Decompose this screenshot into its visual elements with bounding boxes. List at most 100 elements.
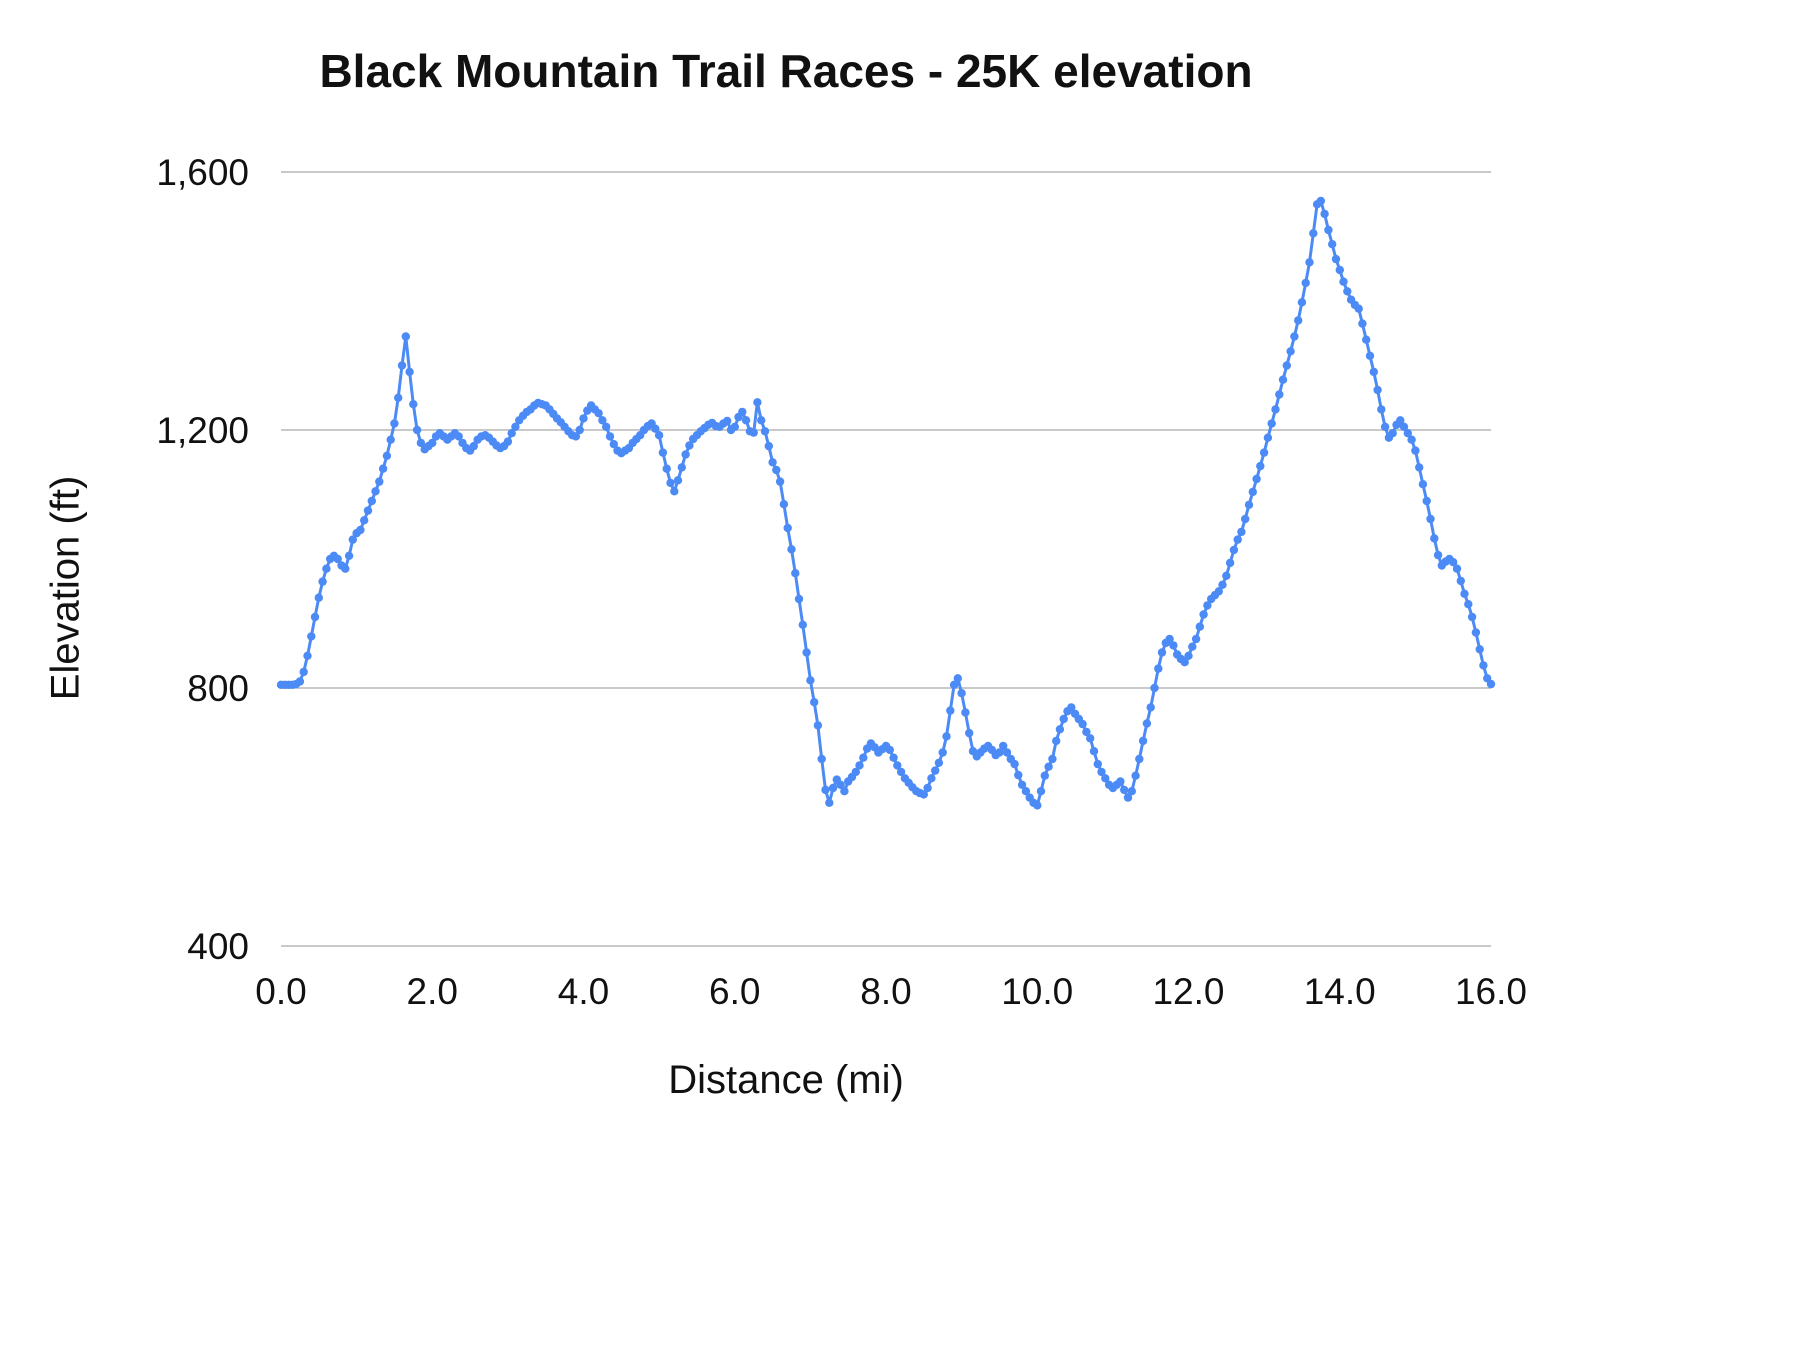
- data-point[interactable]: [401, 332, 410, 341]
- data-point[interactable]: [322, 564, 331, 573]
- data-point[interactable]: [579, 414, 588, 423]
- data-point[interactable]: [836, 780, 845, 789]
- data-point[interactable]: [651, 424, 660, 433]
- data-point[interactable]: [602, 422, 611, 431]
- data-point[interactable]: [927, 774, 936, 783]
- data-point[interactable]: [1301, 278, 1310, 288]
- data-point[interactable]: [1055, 725, 1065, 734]
- data-point[interactable]: [1203, 601, 1212, 610]
- data-point[interactable]: [1422, 496, 1431, 506]
- data-point[interactable]: [1324, 225, 1333, 235]
- data-point[interactable]: [1415, 463, 1424, 472]
- data-point[interactable]: [919, 790, 928, 799]
- data-point[interactable]: [1248, 487, 1258, 497]
- data-point[interactable]: [779, 500, 789, 509]
- data-point[interactable]: [405, 367, 414, 377]
- data-point[interactable]: [356, 525, 365, 535]
- data-point[interactable]: [367, 496, 376, 506]
- data-point[interactable]: [1467, 612, 1477, 622]
- data-point[interactable]: [821, 785, 830, 795]
- data-point[interactable]: [677, 463, 686, 472]
- data-point[interactable]: [1456, 576, 1466, 586]
- data-point[interactable]: [942, 732, 951, 741]
- data-point[interactable]: [1082, 727, 1091, 737]
- data-point[interactable]: [685, 441, 694, 450]
- data-point[interactable]: [1199, 610, 1208, 619]
- data-point[interactable]: [813, 721, 823, 730]
- data-point[interactable]: [416, 438, 426, 448]
- data-point[interactable]: [1218, 580, 1227, 589]
- data-point[interactable]: [594, 409, 603, 418]
- data-point[interactable]: [1294, 316, 1303, 325]
- data-point[interactable]: [1252, 474, 1261, 484]
- data-point[interactable]: [1286, 347, 1295, 356]
- data-point[interactable]: [810, 698, 819, 707]
- data-point[interactable]: [798, 620, 807, 629]
- data-point[interactable]: [658, 448, 668, 457]
- data-point[interactable]: [469, 441, 478, 451]
- data-point[interactable]: [946, 706, 955, 715]
- data-point[interactable]: [723, 416, 732, 426]
- data-point[interactable]: [1010, 759, 1019, 769]
- data-point[interactable]: [1225, 558, 1235, 568]
- data-point[interactable]: [934, 758, 944, 767]
- data-point[interactable]: [825, 798, 834, 807]
- data-point[interactable]: [1021, 787, 1031, 796]
- data-point[interactable]: [609, 440, 618, 449]
- data-point[interactable]: [363, 506, 373, 515]
- data-point[interactable]: [1157, 648, 1167, 657]
- data-point[interactable]: [1086, 734, 1095, 743]
- data-point[interactable]: [760, 427, 770, 436]
- data-point[interactable]: [314, 593, 323, 602]
- data-point[interactable]: [840, 787, 849, 796]
- data-point[interactable]: [1373, 385, 1382, 395]
- data-point[interactable]: [348, 535, 357, 544]
- data-point[interactable]: [1335, 265, 1345, 275]
- data-point[interactable]: [787, 545, 796, 554]
- data-point[interactable]: [893, 761, 902, 770]
- data-point[interactable]: [1229, 545, 1239, 555]
- data-point[interactable]: [1089, 747, 1099, 756]
- data-point[interactable]: [757, 416, 766, 425]
- data-point[interactable]: [1222, 571, 1231, 580]
- data-point[interactable]: [1460, 589, 1469, 598]
- data-point[interactable]: [344, 551, 354, 560]
- data-point[interactable]: [1433, 550, 1443, 560]
- data-point[interactable]: [738, 407, 747, 417]
- data-point[interactable]: [1184, 651, 1193, 660]
- data-point[interactable]: [1256, 461, 1265, 471]
- data-point[interactable]: [375, 477, 384, 486]
- data-point[interactable]: [1418, 480, 1428, 489]
- data-point[interactable]: [303, 651, 312, 660]
- data-point[interactable]: [1271, 405, 1280, 414]
- data-point[interactable]: [1036, 787, 1046, 796]
- data-point[interactable]: [1059, 714, 1068, 724]
- data-point[interactable]: [654, 431, 664, 440]
- data-point[interactable]: [1471, 628, 1481, 637]
- data-point[interactable]: [1214, 587, 1224, 596]
- data-point[interactable]: [1188, 642, 1197, 651]
- data-point[interactable]: [965, 728, 974, 738]
- data-point[interactable]: [1486, 679, 1496, 689]
- data-point[interactable]: [318, 577, 327, 586]
- data-point[interactable]: [386, 435, 395, 444]
- data-point[interactable]: [1365, 351, 1375, 360]
- data-point[interactable]: [1369, 367, 1379, 377]
- data-point[interactable]: [1449, 558, 1458, 567]
- data-point[interactable]: [753, 398, 762, 407]
- data-point[interactable]: [1267, 419, 1276, 428]
- data-point[interactable]: [1309, 229, 1318, 238]
- data-point[interactable]: [1305, 258, 1314, 267]
- data-point[interactable]: [1237, 527, 1246, 537]
- data-point[interactable]: [1316, 196, 1326, 206]
- data-point[interactable]: [999, 741, 1008, 751]
- data-point[interactable]: [1275, 390, 1284, 399]
- data-point[interactable]: [1135, 754, 1144, 764]
- data-point[interactable]: [1233, 535, 1242, 544]
- data-point[interactable]: [1195, 622, 1205, 631]
- data-point[interactable]: [394, 393, 403, 402]
- data-point[interactable]: [1464, 600, 1473, 609]
- data-point[interactable]: [802, 648, 811, 657]
- data-point[interactable]: [923, 783, 932, 793]
